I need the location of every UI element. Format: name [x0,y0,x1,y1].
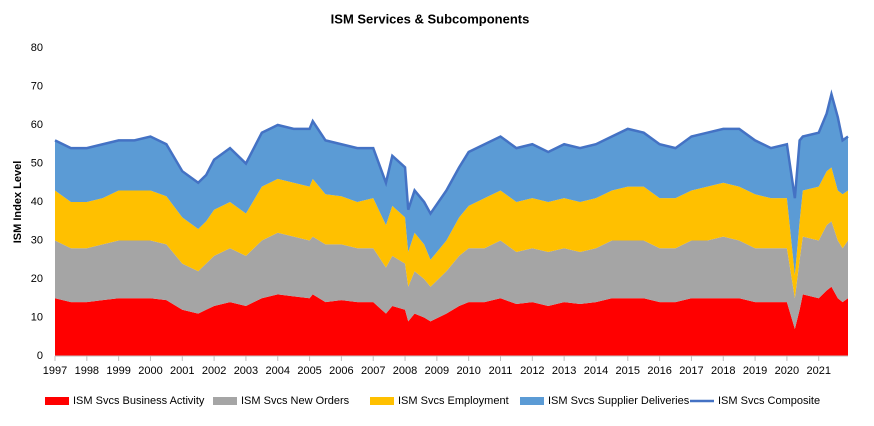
area [55,221,848,330]
x-tick-label: 2011 [489,365,513,377]
x-tick-label: 2000 [138,365,162,377]
legend-label: ISM Svcs New Orders [241,395,350,407]
chart-title: ISM Services & Subcomponents [331,11,530,26]
legend-label: ISM Svcs Supplier Deliveries [548,395,690,407]
area [55,94,848,276]
y-tick-label: 30 [31,234,43,246]
y-tick-label: 0 [37,350,43,362]
y-axis-label: ISM Index Level [12,161,24,244]
y-tick-label: 40 [31,196,43,208]
x-tick-label: 2004 [266,365,290,377]
x-tick-label: 2013 [552,365,576,377]
x-tick-label: 2005 [297,365,321,377]
legend-swatch [213,397,237,405]
x-tick-label: 2018 [711,365,735,377]
x-tick-label: 2007 [361,365,385,377]
area [55,167,848,299]
y-tick-label: 10 [31,311,43,323]
legend-label: ISM Svcs Business Activity [73,395,205,407]
legend-label: ISM Svcs Employment [398,395,509,407]
x-tick-label: 1998 [75,365,99,377]
x-tick-label: 2010 [456,365,480,377]
legend-label: ISM Svcs Composite [718,395,820,407]
x-tick-label: 1999 [106,365,130,377]
x-tick-label: 2008 [393,365,417,377]
line [54,89,849,216]
x-tick-label: 2017 [679,365,703,377]
x-tick-label: 2012 [520,365,544,377]
x-tick-label: 2001 [170,365,194,377]
y-tick-label: 80 [31,42,43,54]
legend-swatch [45,397,69,405]
x-tick-label: 2016 [647,365,671,377]
x-tick-label: 2003 [234,365,258,377]
x-tick-label: 1997 [43,365,67,377]
x-tick-label: 2020 [775,365,799,377]
legend-swatch [520,397,544,405]
y-tick-label: 60 [31,119,43,131]
x-tick-label: 2006 [329,365,353,377]
x-tick-label: 2021 [806,365,830,377]
x-tick-label: 2019 [743,365,767,377]
x-tick-label: 2014 [584,365,608,377]
x-tick-label: 2009 [425,365,449,377]
y-tick-label: 70 [31,80,43,92]
legend-swatch [370,397,394,405]
y-tick-label: 20 [31,273,43,285]
area [55,286,848,356]
x-tick-label: 2015 [616,365,640,377]
y-tick-label: 50 [31,157,43,169]
x-tick-label: 2002 [202,365,226,377]
